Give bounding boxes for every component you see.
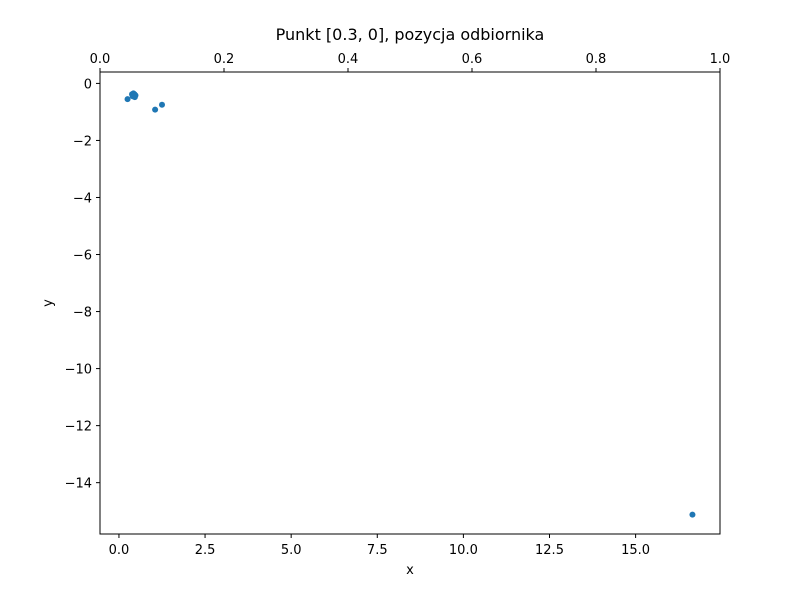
top-tick-label: 0.0 bbox=[90, 52, 111, 67]
y-axis-label: y bbox=[41, 299, 56, 307]
data-point bbox=[152, 106, 159, 113]
top-tick-label: 0.8 bbox=[586, 52, 607, 67]
data-point bbox=[124, 96, 131, 103]
x-tick-label: 5.0 bbox=[281, 543, 302, 558]
x-tick-label: 15.0 bbox=[621, 543, 650, 558]
x-tick-label: 0.0 bbox=[109, 543, 130, 558]
x-tick-label: 7.5 bbox=[367, 543, 388, 558]
y-tick-label: −4 bbox=[73, 191, 92, 206]
top-axis-ticks: 0.0 0.2 0.4 0.6 0.8 1.0 bbox=[90, 52, 731, 72]
y-tick-label: −8 bbox=[73, 306, 92, 321]
y-tick-label: −6 bbox=[73, 249, 92, 264]
top-tick-label: 0.2 bbox=[214, 52, 235, 67]
plot-frame bbox=[99, 71, 721, 535]
data-point bbox=[689, 511, 696, 518]
top-tick-label: 1.0 bbox=[710, 52, 731, 67]
x-axis-ticks: 0.0 2.5 5.0 7.5 10.0 12.5 15.0 bbox=[109, 534, 650, 558]
x-axis-label: x bbox=[406, 563, 414, 578]
top-tick-label: 0.6 bbox=[462, 52, 483, 67]
chart-title: Punkt [0.3, 0], pozycja odbiornika bbox=[276, 25, 545, 44]
data-point bbox=[129, 93, 136, 100]
data-point bbox=[159, 101, 165, 108]
scatter-points bbox=[124, 90, 696, 518]
x-tick-label: 12.5 bbox=[535, 543, 564, 558]
y-tick-label: −14 bbox=[65, 477, 92, 492]
x-tick-label: 10.0 bbox=[449, 543, 478, 558]
y-axis-ticks: 0 −2 −4 −6 −8 −10 −12 −14 bbox=[65, 77, 100, 492]
y-tick-label: −12 bbox=[65, 420, 92, 435]
top-tick-label: 0.4 bbox=[338, 52, 359, 67]
y-tick-label: −10 bbox=[65, 363, 92, 378]
y-tick-label: 0 bbox=[84, 77, 92, 92]
x-tick-label: 2.5 bbox=[195, 543, 216, 558]
y-tick-label: −2 bbox=[73, 134, 92, 149]
